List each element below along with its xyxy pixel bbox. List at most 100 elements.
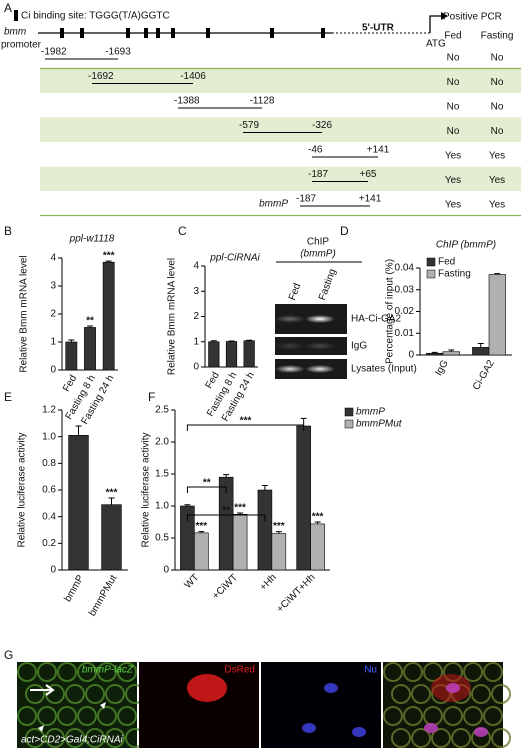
promoter-label: promoter [1,40,42,51]
y-tick-label: 4 [50,253,56,264]
comparison-label: ** [222,506,230,517]
y-tick-label: 0.8 [42,458,56,469]
cell-outline [411,684,431,704]
genotype-label: act>CD2>Gal4;CiRNAi [21,735,123,746]
gene-name: bmm [4,27,26,38]
binding-site-key [14,10,18,21]
y-tick-label: 3 [193,286,199,297]
pcr-fed: No [447,77,460,88]
cell-outline [85,728,105,748]
fed-header: Fed [444,31,461,42]
cell-outline [97,662,117,682]
cell-outline [471,684,491,704]
cell-outline [57,706,77,726]
comparison-label: ** [203,478,211,489]
cell-outline [65,728,85,748]
bar [442,351,460,356]
gel-band [305,342,335,350]
y-axis-label: Percentage of input (%) [385,259,396,364]
panel-letter: C [178,224,187,238]
y-tick-label: 0.03 [395,284,415,295]
cell-outline [105,684,125,704]
panel-letter: E [4,390,12,404]
tss-arrowhead [441,12,448,20]
arrowhead [38,725,44,732]
tss-arrow [429,15,442,33]
pcr-fed: No [447,126,460,137]
bar [225,341,238,368]
cell-outline [17,706,37,726]
legend-swatch [426,269,436,279]
legend-text: Ci binding site: TGGG(T/A)GGTC [21,11,170,22]
pcr-header: Positive PCR [443,12,502,23]
pcr-fasting: No [491,53,504,64]
fragment-start: -1692 [88,71,114,82]
pcr-fed: No [447,53,460,64]
bar [257,489,273,571]
fragment-end: +141 [359,194,382,205]
cell-outline [391,728,411,748]
pcr-fed: Yes [445,175,461,186]
y-tick-label: 1 [50,337,56,348]
pcr-fasting: No [491,102,504,113]
cell-outline [391,684,411,704]
bar [68,435,89,571]
cell-outline [411,728,431,748]
error-bar [198,531,205,533]
cell-outline [483,706,503,726]
atg-label: ATG [426,39,446,50]
cell-outline [77,706,97,726]
fragment-start: -1982 [41,47,67,58]
y-tick-label: 0.02 [395,306,415,317]
y-tick-label: 4 [193,261,199,272]
error-bar [431,351,438,354]
bar [208,341,220,368]
cell-outline [17,662,37,682]
bar [296,425,311,571]
bar [243,340,255,368]
cell-outline [451,728,471,748]
bar [271,533,287,571]
nucleus [324,683,338,693]
error-bar [87,325,93,328]
cell-outline [463,662,483,682]
nucleus [446,683,460,693]
y-tick-label: 3 [50,281,56,292]
legend-label: Fasting [438,269,471,280]
fragment-name: bmmP [259,199,288,210]
y-axis-label: Relative Bmm mRNA level [167,258,178,375]
error-bar [105,260,112,263]
legend-swatch [344,419,354,429]
significance-label: *** [312,512,324,523]
pcr-fasting: Yes [489,200,505,211]
cell-outline [491,728,511,748]
comparison-bracket [186,486,227,493]
y-axis-label: Relative luciferase activity [141,432,152,547]
error-bar [228,340,235,342]
binding-site [270,28,274,38]
fragment-end: +65 [360,169,377,180]
cell-outline [25,728,45,748]
pcr-fed: Yes [445,151,461,162]
cell-outline [37,706,57,726]
y-tick-label: 0 [50,365,56,376]
y-tick-label: 0 [163,565,169,576]
y-tick-label: 2.0 [155,437,169,448]
y-tick-label: 0 [50,565,56,576]
bar [472,347,490,356]
bar [232,514,248,571]
panel-letter: G [4,648,13,662]
legend-swatch [344,407,354,417]
cell-outline [431,728,451,748]
nucleus [302,723,316,733]
error-bar [494,273,501,275]
gel-subtitle: (bmmP) [300,249,336,260]
cell-outline [45,728,65,748]
fragment-end: -1693 [105,47,131,58]
gel-row-label: IgG [351,341,367,352]
binding-site [144,28,148,38]
fragment-end: -1406 [180,71,206,82]
fragment-start: -46 [308,145,323,156]
chart-title: ppl-w1118 [69,234,115,245]
bar [488,274,506,356]
